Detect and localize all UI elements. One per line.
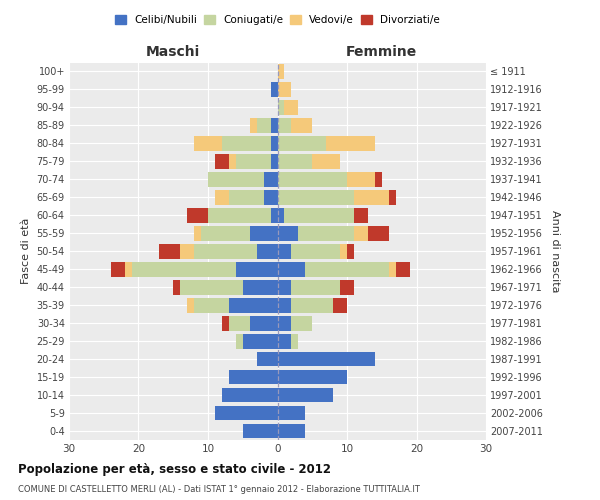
Legend: Celibi/Nubili, Coniugati/e, Vedovi/e, Divorziati/e: Celibi/Nubili, Coniugati/e, Vedovi/e, Di… — [115, 15, 440, 25]
Bar — [277, 64, 284, 79]
Bar — [236, 154, 271, 168]
Bar — [277, 352, 375, 366]
Bar — [263, 190, 277, 204]
Bar — [277, 334, 292, 348]
Bar — [194, 136, 222, 151]
Bar — [277, 388, 333, 402]
Bar — [250, 118, 257, 133]
Bar — [236, 334, 243, 348]
Text: COMUNE DI CASTELLETTO MERLI (AL) - Dati ISTAT 1° gennaio 2012 - Elaborazione TUT: COMUNE DI CASTELLETTO MERLI (AL) - Dati … — [18, 485, 420, 494]
Bar — [354, 226, 368, 240]
Bar — [110, 262, 125, 276]
Bar — [180, 244, 194, 258]
Bar — [277, 154, 312, 168]
Bar — [277, 406, 305, 420]
Bar — [222, 316, 229, 330]
Bar — [292, 244, 340, 258]
Bar — [277, 316, 292, 330]
Bar — [292, 334, 298, 348]
Bar — [229, 190, 263, 204]
Bar — [125, 262, 131, 276]
Bar — [277, 82, 292, 97]
Bar — [277, 118, 292, 133]
Bar — [292, 316, 312, 330]
Bar — [257, 352, 277, 366]
Bar — [340, 244, 347, 258]
Text: Maschi: Maschi — [146, 45, 200, 59]
Bar — [326, 136, 375, 151]
Bar — [222, 388, 277, 402]
Bar — [250, 316, 277, 330]
Bar — [187, 298, 194, 312]
Y-axis label: Anni di nascita: Anni di nascita — [550, 210, 560, 292]
Bar — [215, 406, 277, 420]
Bar — [305, 262, 389, 276]
Bar — [187, 208, 208, 222]
Bar — [229, 298, 277, 312]
Bar — [243, 424, 277, 438]
Bar — [229, 154, 236, 168]
Bar — [201, 226, 250, 240]
Bar — [222, 136, 271, 151]
Bar — [160, 244, 180, 258]
Bar — [277, 370, 347, 384]
Text: Femmine: Femmine — [346, 45, 418, 59]
Bar — [292, 298, 333, 312]
Bar — [277, 262, 305, 276]
Bar — [389, 262, 395, 276]
Bar — [271, 82, 277, 97]
Bar — [173, 280, 180, 294]
Bar — [277, 190, 354, 204]
Bar — [340, 280, 354, 294]
Bar — [180, 280, 243, 294]
Bar — [347, 244, 354, 258]
Bar — [257, 118, 271, 133]
Bar — [194, 244, 257, 258]
Bar — [277, 280, 292, 294]
Bar — [354, 190, 389, 204]
Bar — [271, 136, 277, 151]
Bar — [271, 118, 277, 133]
Bar — [271, 154, 277, 168]
Y-axis label: Fasce di età: Fasce di età — [21, 218, 31, 284]
Bar — [347, 172, 375, 186]
Bar — [250, 226, 277, 240]
Bar — [298, 226, 354, 240]
Bar — [277, 208, 284, 222]
Bar — [375, 172, 382, 186]
Bar — [284, 100, 298, 115]
Bar — [215, 154, 229, 168]
Bar — [229, 370, 277, 384]
Bar — [229, 316, 250, 330]
Bar — [277, 172, 347, 186]
Bar — [395, 262, 410, 276]
Bar — [277, 100, 284, 115]
Text: Popolazione per età, sesso e stato civile - 2012: Popolazione per età, sesso e stato civil… — [18, 462, 331, 475]
Bar — [263, 172, 277, 186]
Bar — [194, 226, 201, 240]
Bar — [333, 298, 347, 312]
Bar — [243, 334, 277, 348]
Bar — [312, 154, 340, 168]
Bar — [208, 172, 263, 186]
Bar — [284, 208, 354, 222]
Bar — [277, 424, 305, 438]
Bar — [271, 208, 277, 222]
Bar — [389, 190, 395, 204]
Bar — [368, 226, 389, 240]
Bar — [257, 244, 277, 258]
Bar — [277, 226, 298, 240]
Bar — [208, 208, 271, 222]
Bar — [292, 280, 340, 294]
Bar — [292, 118, 312, 133]
Bar — [236, 262, 277, 276]
Bar — [354, 208, 368, 222]
Bar — [277, 244, 292, 258]
Bar — [194, 298, 229, 312]
Bar — [243, 280, 277, 294]
Bar — [131, 262, 236, 276]
Bar — [277, 136, 326, 151]
Bar — [277, 298, 292, 312]
Bar — [215, 190, 229, 204]
